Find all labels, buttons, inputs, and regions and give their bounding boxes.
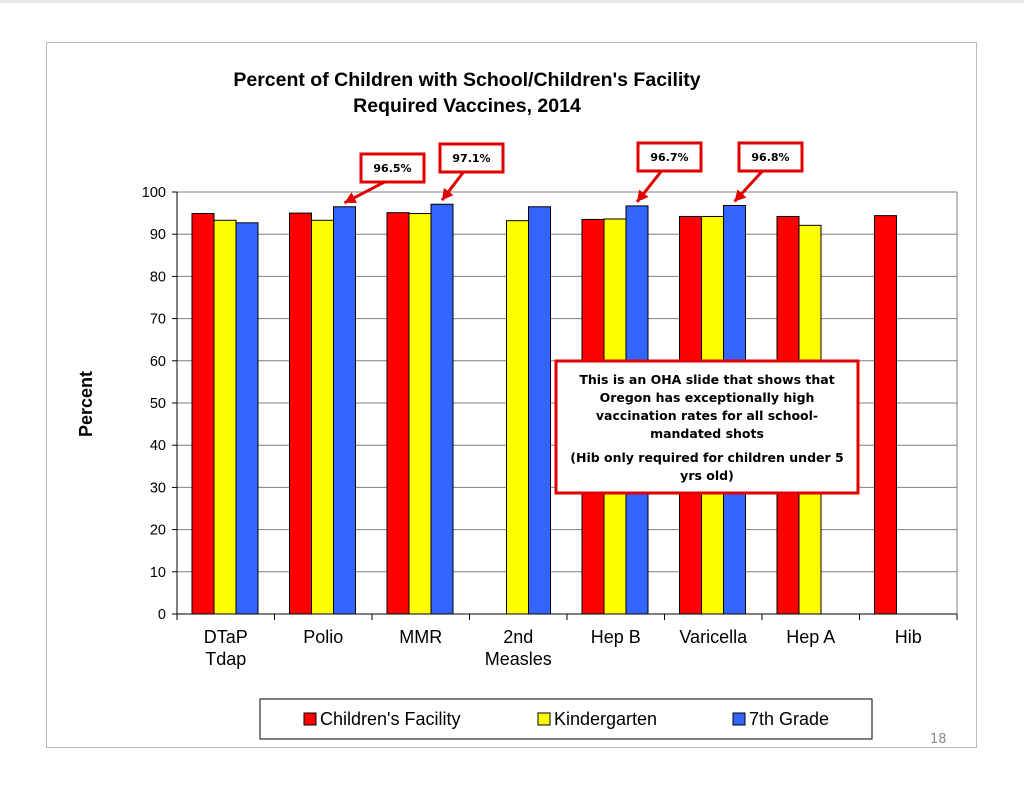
x-category-label: Varicella [679, 627, 748, 647]
callout-label: 97.1% [452, 152, 490, 165]
bar-kindergarten-1 [311, 219, 334, 615]
legend-swatch-childrens-facility [303, 712, 317, 726]
x-category-label: Measles [485, 649, 552, 669]
chart-title-line-2: Required Vaccines, 2014 [353, 95, 581, 117]
y-tick-label: 40 [150, 438, 166, 454]
y-tick-label: 20 [150, 523, 166, 539]
y-tick-label: 60 [150, 354, 166, 370]
y-tick-label: 90 [150, 227, 166, 243]
bar-7th-grade-1 [333, 206, 356, 615]
bar-children-s-facility-7 [874, 215, 897, 615]
callout-arrowhead [442, 187, 454, 201]
chart-title: Percent of Children with School/Children… [233, 69, 700, 117]
bar-kindergarten-2 [408, 213, 432, 615]
annotation-note-box [554, 359, 860, 495]
x-category-label: Tdap [205, 649, 246, 669]
x-category-label: Hib [895, 627, 922, 647]
callout-box [438, 142, 505, 174]
page-number: 18 [930, 732, 947, 747]
value-callouts: 96.5% 97.1% 96.7% 96.8% [343, 141, 804, 205]
bar-children-s-facility-0 [191, 213, 215, 615]
x-category-label: MMR [399, 627, 442, 647]
y-tick-label: 80 [150, 269, 166, 285]
bar-7th-grade-0 [235, 222, 259, 615]
callout-label: 96.8% [751, 151, 789, 164]
legend-label-childrens-facility: Children's Facility [320, 709, 460, 729]
legend: Children's Facility Kindergarten 7th Gra… [259, 698, 873, 740]
y-axis-ticks: 0 10 20 30 40 50 60 70 80 90 100 [142, 185, 177, 623]
annotation-note-line-6: yrs old) [680, 468, 734, 483]
callout-label: 96.5% [373, 162, 411, 175]
legend-label-kindergarten: Kindergarten [554, 709, 657, 729]
annotation-note-line-4: mandated shots [650, 426, 764, 441]
callout-arrowhead [344, 192, 358, 204]
bar-children-s-facility-2 [386, 212, 410, 615]
annotation-note-line-2: Oregon has exceptionally high [600, 390, 815, 405]
chart-title-line-1: Percent of Children with School/Children… [233, 69, 700, 91]
x-category-label: Hep B [591, 627, 641, 647]
bar-children-s-facility-1 [289, 212, 312, 615]
legend-label-7th-grade: 7th Grade [749, 709, 829, 729]
x-category-label: Polio [303, 627, 343, 647]
y-tick-label: 30 [150, 480, 166, 496]
x-category-label: 2nd [503, 627, 533, 647]
callout-box [737, 141, 804, 173]
bar-kindergarten-0 [213, 219, 237, 615]
y-tick-label: 10 [150, 565, 166, 581]
bar-kindergarten-3 [506, 220, 529, 615]
callout-label: 96.7% [650, 151, 688, 164]
callout-arrowhead [637, 189, 649, 202]
y-axis-label: Percent [76, 371, 96, 437]
annotation-note: This is an OHA slide that shows that Ore… [554, 359, 860, 495]
annotation-note-line-1: This is an OHA slide that shows that [579, 372, 834, 387]
annotation-note-line-5: (Hib only required for children under 5 [570, 450, 843, 465]
axes [176, 192, 958, 620]
bar-7th-grade-2 [430, 203, 454, 615]
x-category-label: DTaP [204, 627, 248, 647]
legend-swatch-kindergarten [537, 712, 551, 726]
callout-box [359, 152, 426, 184]
x-category-label: Hep A [786, 627, 835, 647]
callout-arrowhead [734, 189, 747, 202]
top-rule [0, 0, 1024, 3]
y-tick-label: 70 [150, 312, 166, 328]
y-tick-label: 100 [142, 185, 166, 201]
annotation-note-line-3: vaccination rates for all school- [596, 408, 818, 423]
legend-swatch-7th-grade [732, 712, 746, 726]
legend-box [259, 698, 873, 740]
y-tick-label: 0 [158, 607, 166, 623]
bar-7th-grade-3 [528, 206, 551, 615]
callout-box [636, 141, 703, 173]
y-tick-label: 50 [150, 396, 166, 412]
